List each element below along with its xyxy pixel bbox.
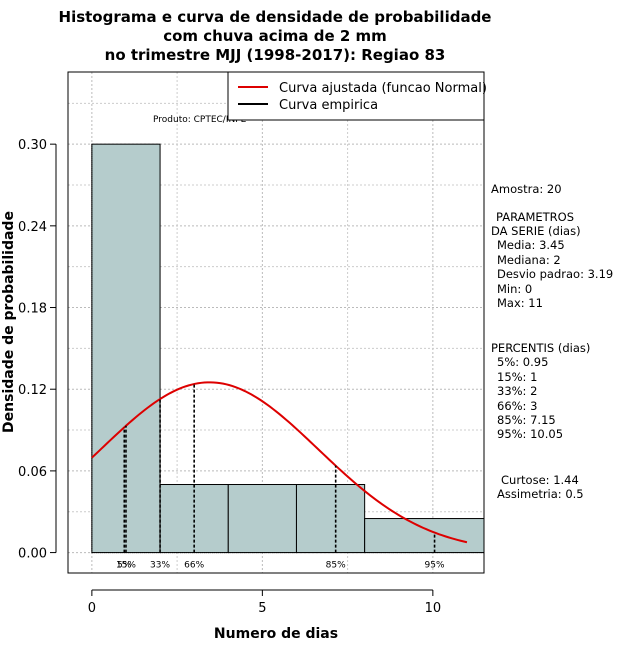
percentile-label-4: 85%: [326, 561, 346, 571]
axes: 0 5 10 0.00 0.06 0.12 0.18 0.24 0.30: [18, 138, 441, 616]
percentil-15: 15%: 1: [497, 370, 537, 384]
percentil-66: 66%: 3: [497, 399, 537, 413]
x-tick-label-0: 0: [88, 601, 96, 616]
param-mediana: Mediana: 2: [497, 253, 561, 267]
params-title-2: DA SERIE (dias): [491, 224, 581, 238]
percentil-95: 95%: 10.05: [497, 427, 563, 441]
percentile-label-0: 5%: [117, 561, 132, 571]
percentile-label-1: 15%: [116, 561, 136, 571]
legend-label-empirical-curve: Curva empirica: [279, 98, 378, 113]
percentil-85: 85%: 7.15: [497, 413, 556, 427]
percentile-label-3: 66%: [184, 561, 204, 571]
param-max: Max: 11: [497, 296, 543, 310]
chart-title-line-2: com chuva acima de 2 mm: [163, 27, 387, 45]
histogram-bar-4: [364, 518, 485, 554]
legend-box: [227, 71, 485, 121]
percentile-label-5: 95%: [425, 561, 445, 571]
legend: Curva ajustada (funcao Normal) Curva emp…: [227, 71, 487, 121]
param-desvio: Desvio padrao: 3.19: [497, 267, 613, 281]
histogram-bars: [91, 143, 485, 554]
y-axis-label: Densidade de probabilidade: [1, 211, 17, 433]
sample-size: Amostra: 20: [491, 182, 562, 196]
curtose: Curtose: 1.44: [501, 473, 579, 487]
x-tick-label-2: 10: [425, 601, 442, 616]
y-tick-label-2: 0.12: [18, 383, 47, 398]
y-tick-label-3: 0.18: [18, 302, 47, 317]
normal-curve-layer: [91, 381, 468, 544]
chart-title-line-3: no trimestre MJJ (1998-2017): Regiao 83: [105, 46, 446, 64]
stats-panel: Amostra: 20 PARAMETROS DA SERIE (dias) M…: [491, 182, 613, 501]
histogram-bar-3: [295, 484, 366, 554]
legend-label-fitted-curve: Curva ajustada (funcao Normal): [279, 81, 487, 96]
y-tick-label-1: 0.06: [18, 465, 47, 480]
param-min: Min: 0: [497, 282, 532, 296]
histogram-bar-2: [227, 484, 297, 554]
chart-title-line-1: Histograma e curva de densidade de proba…: [59, 8, 492, 26]
param-media: Media: 3.45: [497, 238, 565, 252]
y-tick-label-0: 0.00: [18, 547, 47, 562]
y-tick-label-5: 0.30: [18, 138, 47, 153]
y-tick-label-4: 0.24: [18, 220, 47, 235]
x-tick-label-1: 5: [258, 601, 266, 616]
percentile-label-2: 33%: [150, 561, 170, 571]
params-title-1: PARAMETROS: [496, 210, 574, 224]
percentis-title: PERCENTIS (dias): [491, 341, 590, 355]
percentil-33: 33%: 2: [497, 384, 537, 398]
percentile-markers: 5%15% 33% 66% 85% 95%: [116, 384, 445, 571]
product-label: Produto: CPTEC/INPE: [153, 115, 247, 125]
x-axis-label: Numero de dias: [214, 626, 338, 642]
assimetria: Assimetria: 0.5: [497, 487, 584, 501]
normal-curve: [91, 381, 468, 544]
percentil-5: 5%: 0.95: [497, 355, 548, 369]
